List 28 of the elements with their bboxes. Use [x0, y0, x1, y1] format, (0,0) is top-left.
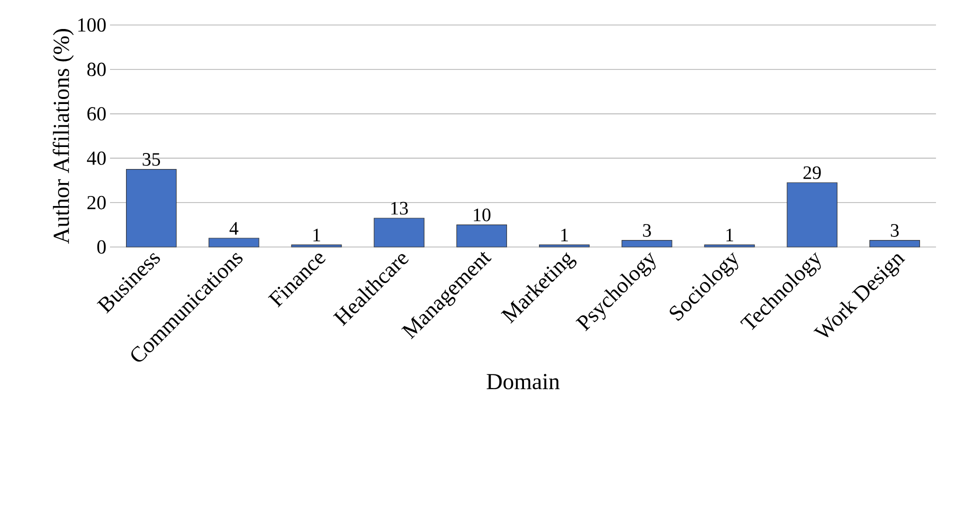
bar — [126, 168, 177, 248]
data-label: 1 — [726, 228, 734, 242]
bar — [704, 244, 755, 248]
y-tick-label: 60 — [87, 107, 106, 121]
bar — [869, 240, 920, 248]
y-tick-label: 40 — [86, 151, 106, 165]
bar — [291, 244, 342, 248]
data-label: 35 — [142, 153, 160, 166]
y-axis-title: Author Affiliations (%) — [52, 29, 74, 244]
bar — [786, 182, 838, 248]
data-label: 10 — [474, 208, 490, 222]
data-label: 3 — [890, 224, 899, 237]
data-label: 4 — [230, 222, 238, 235]
data-label: 1 — [313, 228, 320, 242]
data-label: 1 — [561, 228, 568, 242]
y-tick-label: 100 — [78, 18, 106, 32]
data-label: 29 — [803, 166, 821, 180]
y-tick-label: 20 — [87, 196, 106, 210]
x-axis-title: Domain — [486, 374, 560, 390]
bar — [374, 218, 424, 248]
bar — [208, 238, 260, 248]
bar — [622, 240, 672, 248]
bar — [456, 224, 508, 248]
bar — [539, 244, 590, 248]
data-label: 3 — [643, 224, 651, 237]
y-tick-label: 0 — [97, 240, 106, 254]
y-tick-label: 80 — [87, 62, 106, 76]
data-label: 13 — [391, 202, 408, 215]
